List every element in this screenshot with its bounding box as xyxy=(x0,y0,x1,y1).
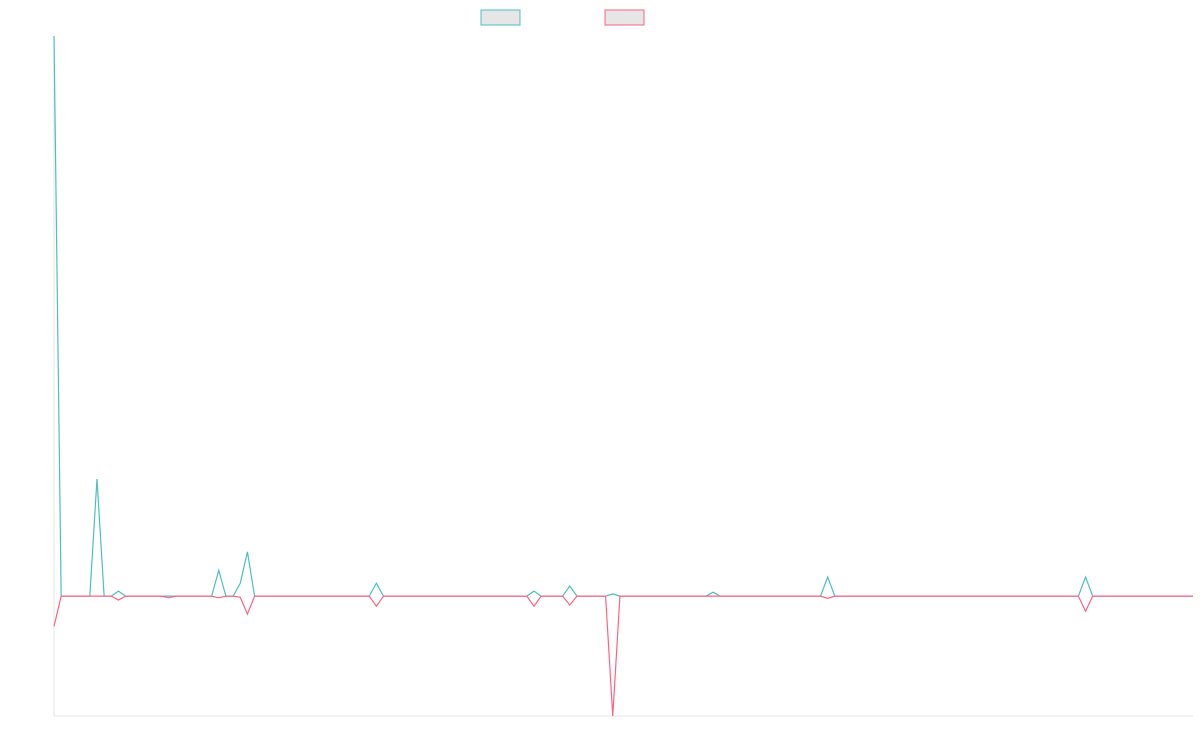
legend-swatch xyxy=(604,9,645,26)
legend-swatch xyxy=(480,9,521,26)
line-series xyxy=(53,35,1193,597)
line-series xyxy=(53,595,1193,717)
